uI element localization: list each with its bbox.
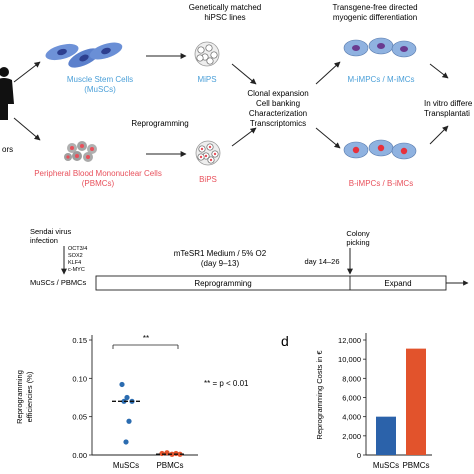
step-transcriptomics: Transcriptomics <box>250 119 306 128</box>
bar-ytick-label: 12,000 <box>338 336 361 345</box>
scatter-panel: Reprogramming efficiencies (%) 0.00 0.05 0… <box>15 334 249 470</box>
sendai-label: Sendai virus <box>30 227 72 236</box>
pbmc-label-abbrev: (PBMCs) <box>82 179 115 188</box>
scatter-category-muscs: MuSCs <box>113 461 139 470</box>
matched-lines-subtitle: hiPSC lines <box>204 13 245 22</box>
mips-label: MiPS <box>197 75 216 84</box>
medium-days-label: (day 9–13) <box>201 259 240 268</box>
transgene-subtitle: myogenic differentiation <box>333 13 417 22</box>
mips-colony-image <box>194 41 220 67</box>
medium-label: mTeSR1 Medium / 5% O2 <box>174 249 267 258</box>
bar-muscs <box>376 416 396 455</box>
bar-ytick-label: 10,000 <box>338 355 361 364</box>
arrow-steps-m-impc <box>315 61 341 85</box>
scatter-ytick-label: 0.00 <box>72 451 87 460</box>
scatter-point <box>124 394 130 401</box>
pbmc-cells-image <box>64 141 97 162</box>
step-characterization: Characterization <box>249 109 307 118</box>
musc-label-abbrev: (MuSCs) <box>84 85 116 94</box>
colony-label-2: picking <box>346 238 369 247</box>
matched-lines-title: Genetically matched <box>189 3 261 12</box>
bar-ytick-label: 0 <box>357 451 361 460</box>
scatter-ylabel: Reprogramming <box>15 370 24 424</box>
arrow-b-impc-invitro <box>429 125 449 145</box>
arrow-m-impc-invitro <box>429 63 449 79</box>
bar-category-muscs: MuSCs <box>373 461 399 470</box>
pbmc-label: Peripheral Blood Mononuclear Cells <box>34 169 162 178</box>
panel-letter-d: d <box>281 333 289 349</box>
scatter-category-pbmcs: PBMCs <box>156 461 183 470</box>
scatter-ytick-label: 0.10 <box>72 374 87 383</box>
factor-sox2: SOX2 <box>68 253 83 259</box>
b-impc-cells-image <box>343 139 417 160</box>
b-impc-label: B-iMPCs / B-iMCs <box>349 179 413 188</box>
arrow-steps-b-impc <box>315 127 341 149</box>
arrow-donor-pbmc <box>13 117 41 141</box>
timeline-reprogramming: Reprogramming <box>194 279 251 288</box>
bar-ytick-label: 8,000 <box>342 374 361 383</box>
bar-panel: d Reprogramming Costs in € 0 2,000 4,000 6,… <box>281 333 432 470</box>
factor-oct34: OCT3/4 <box>68 246 87 252</box>
timeline-expand: Expand <box>384 279 411 288</box>
arrow-mips-steps <box>231 63 257 85</box>
musc-cells-image <box>45 42 123 68</box>
invitro-label: In vitro differe <box>424 99 473 108</box>
donors-label: ors <box>2 145 13 154</box>
scatter-point <box>159 450 165 457</box>
colony-label: Colony <box>346 229 370 238</box>
bar-ytick-label: 4,000 <box>342 413 361 422</box>
reprogramming-label: Reprogramming <box>131 119 188 128</box>
significance-legend: ** = p < 0.01 <box>204 379 249 388</box>
scatter-point <box>123 439 129 445</box>
bips-colony-image <box>195 140 221 166</box>
step-cell-banking: Cell banking <box>256 99 300 108</box>
timeline-start-label: MuSCs / PBMCs <box>30 278 87 287</box>
scatter-ytick-label: 0.15 <box>72 336 87 345</box>
bar-ylabel: Reprogramming Costs in € <box>315 350 324 440</box>
musc-label: Muscle Stem Cells <box>67 75 133 84</box>
factor-klf4: KLF4 <box>68 260 81 266</box>
bar-pbmcs <box>406 348 426 455</box>
scatter-ytick-label: 0.05 <box>72 413 87 422</box>
arrow-bips-steps <box>231 127 257 147</box>
factor-cmyc: c-MYC <box>68 267 85 273</box>
transplantation-label: Transplantati <box>424 109 470 118</box>
scatter-point <box>126 418 132 424</box>
day-range-label: day 14–26 <box>304 257 339 266</box>
sendai-label-2: infection <box>30 236 58 245</box>
m-impc-cells-image <box>343 37 417 58</box>
m-impc-label: M-iMPCs / M-iMCs <box>347 75 414 84</box>
arrow-donor-musc <box>13 61 41 83</box>
scatter-ylabel-2: efficiencies (%) <box>25 371 34 422</box>
scatter-point <box>119 381 125 388</box>
transgene-title: Transgene-free directed <box>332 3 417 12</box>
bar-category-pbmcs: PBMCs <box>402 461 429 470</box>
bar-ytick-label: 6,000 <box>342 394 361 403</box>
bips-label: BiPS <box>199 175 217 184</box>
step-clonal-expansion: Clonal expansion <box>247 89 308 98</box>
donor-person-icon <box>0 67 14 120</box>
significance-mark: ** <box>143 334 149 343</box>
bar-ytick-label: 2,000 <box>342 432 361 441</box>
